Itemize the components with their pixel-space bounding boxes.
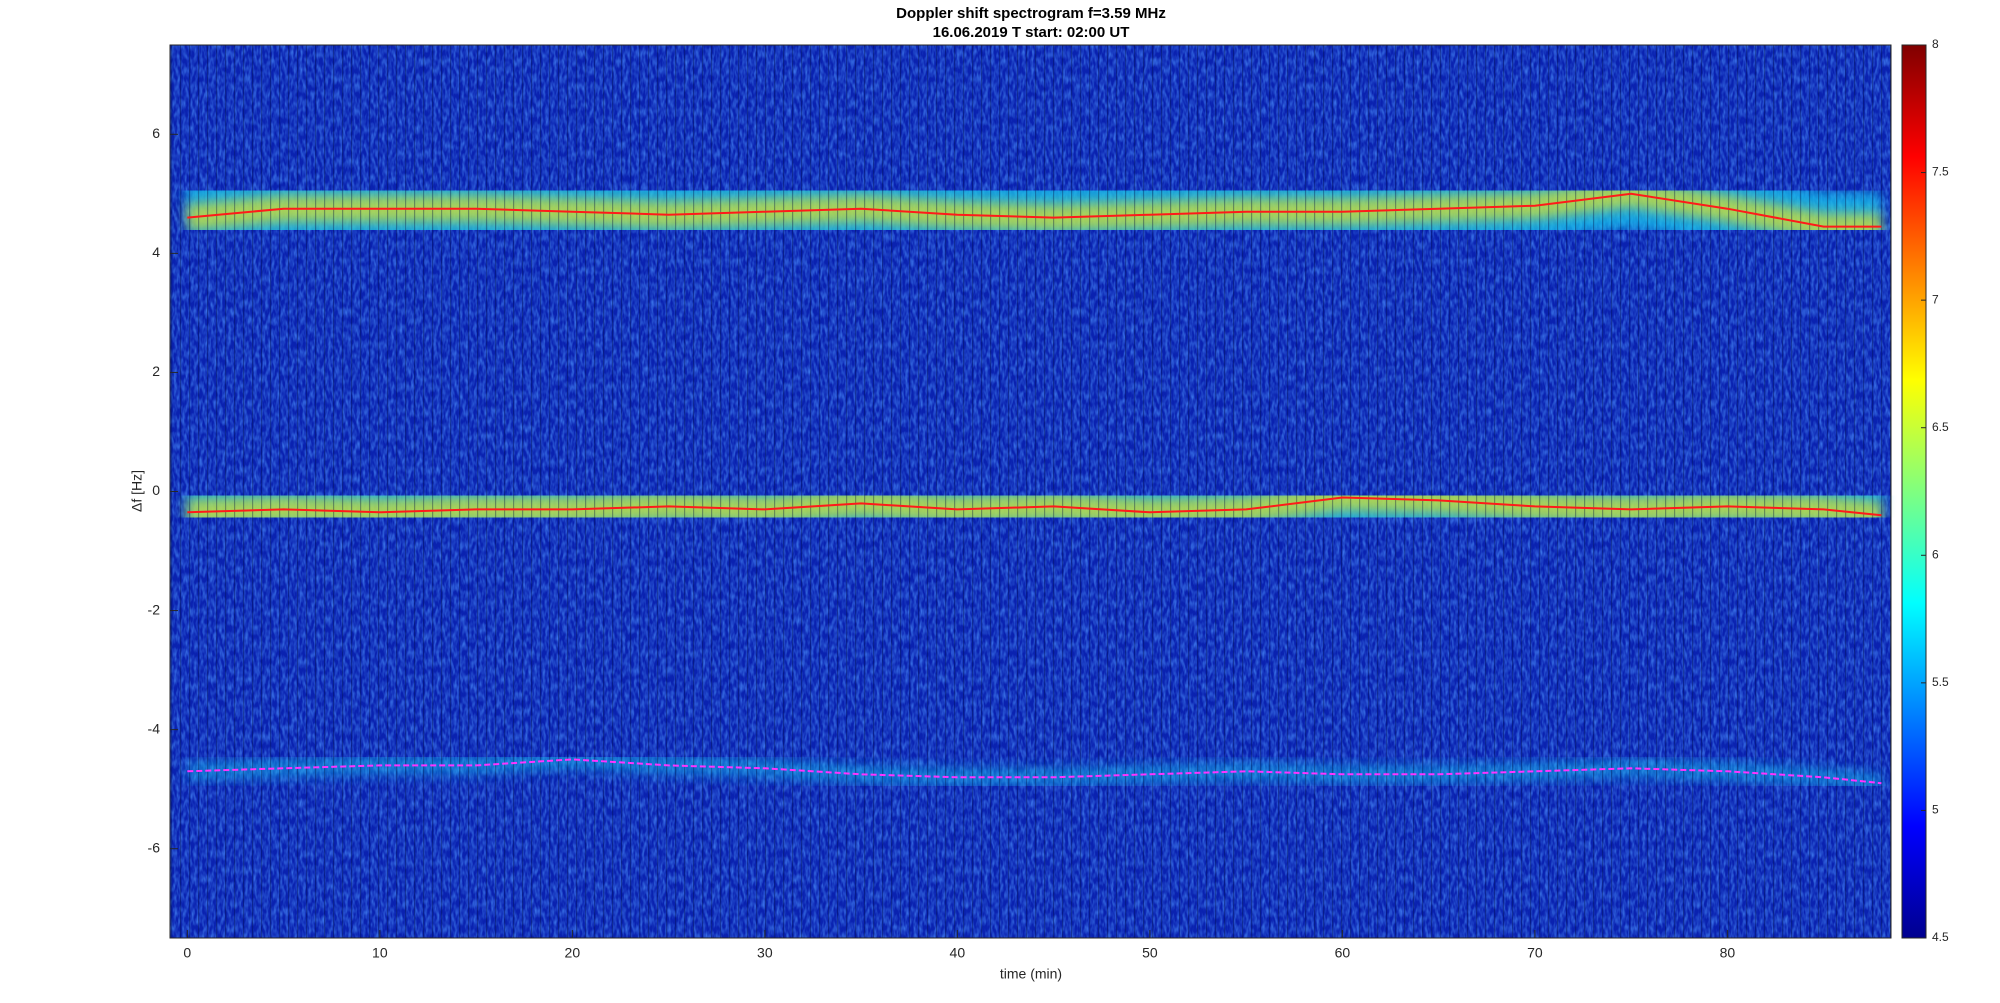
colorbar-tick-label: 7.5: [1932, 165, 1949, 179]
x-axis-label: time (min): [1000, 966, 1062, 982]
x-tick-label: 0: [183, 945, 191, 961]
colorbar-tick-label: 7: [1932, 292, 1939, 306]
chart-subtitle: 16.06.2019 T start: 02:00 UT: [933, 24, 1130, 41]
colorbar-tick-label: 5.5: [1932, 675, 1949, 689]
colorbar-tick-label: 4.5: [1932, 930, 1949, 944]
y-tick-label: 2: [152, 363, 160, 379]
x-tick-label: 70: [1527, 945, 1543, 961]
colorbar-tick-label: 6.5: [1932, 420, 1949, 434]
colorbar-tick-label: 6: [1932, 547, 1939, 561]
stripe-texture: [170, 45, 1891, 938]
x-tick-label: 50: [1142, 945, 1158, 961]
trace: [187, 496, 1882, 517]
colorbar: [1901, 44, 1927, 939]
x-tick-label: 10: [372, 945, 388, 961]
chart-title: Doppler shift spectrogram f=3.59 MHz: [896, 5, 1166, 22]
y-tick-label: -2: [148, 601, 161, 617]
trace: [187, 192, 1882, 228]
y-tick-label: 6: [152, 125, 160, 141]
x-tick-label: 60: [1335, 945, 1351, 961]
y-tick-label: 4: [152, 244, 160, 260]
trace: [187, 758, 1882, 785]
y-tick-label: -4: [148, 720, 161, 736]
y-tick-label: -6: [148, 839, 161, 855]
x-tick-label: 80: [1720, 945, 1736, 961]
x-tick-label: 30: [757, 945, 773, 961]
traces: [187, 192, 1882, 785]
x-tick-label: 40: [950, 945, 966, 961]
x-tick-label: 20: [565, 945, 581, 961]
y-tick-label: 0: [152, 482, 160, 498]
colorbar-tick-label: 8: [1932, 37, 1939, 51]
y-axis-label: Δf [Hz]: [129, 470, 145, 512]
colorbar-tick-label: 5: [1932, 803, 1939, 817]
